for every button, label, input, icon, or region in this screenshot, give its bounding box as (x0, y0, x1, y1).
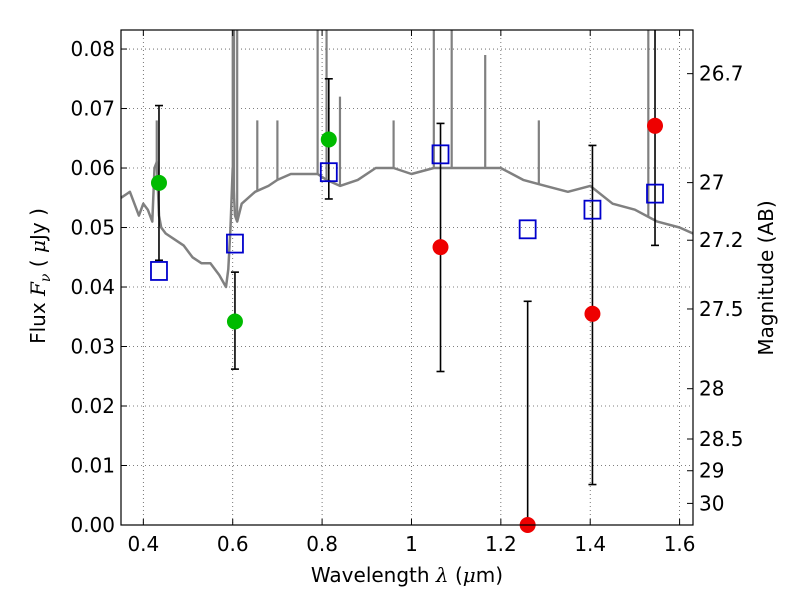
plot-area (121, 30, 693, 525)
x-tick-label: 0.6 (217, 532, 249, 556)
model-photometry-square (150, 261, 168, 281)
y2-axis: 26.7 27 27.2 27.5 28 28.5 29 30 (687, 62, 744, 515)
spectrum-continuum (120, 160, 694, 289)
y-tick-label: 0.04 (70, 275, 115, 299)
model-photometry-square (226, 233, 244, 254)
model-photometry-square (431, 144, 450, 165)
green-data-point (226, 313, 243, 330)
model-photometry-square (583, 199, 602, 220)
x-tick-label: 0.4 (127, 532, 159, 556)
plot-frame (120, 29, 694, 526)
y-tick-label: 0.02 (70, 394, 115, 418)
y-tick-label: 0.01 (70, 454, 115, 478)
x-tick-label: 1.2 (485, 532, 517, 556)
y2-tick-label: 27 (699, 171, 724, 195)
y2-tick-label: 27.2 (699, 228, 744, 252)
y2-tick-label: 26.7 (699, 62, 744, 86)
y-tick-label: 0.00 (70, 513, 115, 537)
y2-tick-label: 28 (699, 377, 724, 401)
y2-tick-label: 30 (699, 491, 724, 515)
data-markers (150, 117, 664, 533)
y-axis: 0.00 0.01 0.02 0.03 0.04 0.05 0.06 0.07 0.08 (70, 37, 127, 537)
x-axis: 0.4 0.6 0.8 1 1.2 1.4 1.6 (127, 30, 696, 556)
y-tick-label: 0.03 (70, 335, 115, 359)
x-axis-label: Wavelength λ (μm) (311, 563, 503, 587)
y2-axis-label: Magnitude (AB) (754, 200, 778, 355)
green-data-point (320, 131, 337, 148)
red-data-point (432, 239, 449, 256)
x-tick-label: 1.6 (664, 532, 696, 556)
x-tick-label: 1 (405, 532, 418, 556)
y-tick-label: 0.08 (70, 37, 115, 61)
red-data-point (584, 305, 601, 322)
model-photometry-square (646, 183, 664, 204)
y-tick-label: 0.07 (70, 97, 115, 121)
model-photometry-square (319, 162, 338, 183)
y-tick-label: 0.05 (70, 216, 115, 240)
x-tick-label: 1.4 (574, 532, 606, 556)
model-spectrum (120, 30, 694, 289)
y2-tick-label: 29 (699, 459, 724, 483)
y2-tick-label: 27.5 (699, 297, 744, 321)
y-tick-label: 0.06 (70, 156, 115, 180)
model-photometry-square (518, 219, 537, 240)
x-tick-label: 0.8 (306, 532, 338, 556)
red-data-point (647, 117, 664, 134)
y2-tick-label: 28.5 (699, 427, 744, 451)
y-axis-label: Flux Fν ( μJy ) (26, 208, 54, 344)
green-data-point (150, 174, 167, 191)
